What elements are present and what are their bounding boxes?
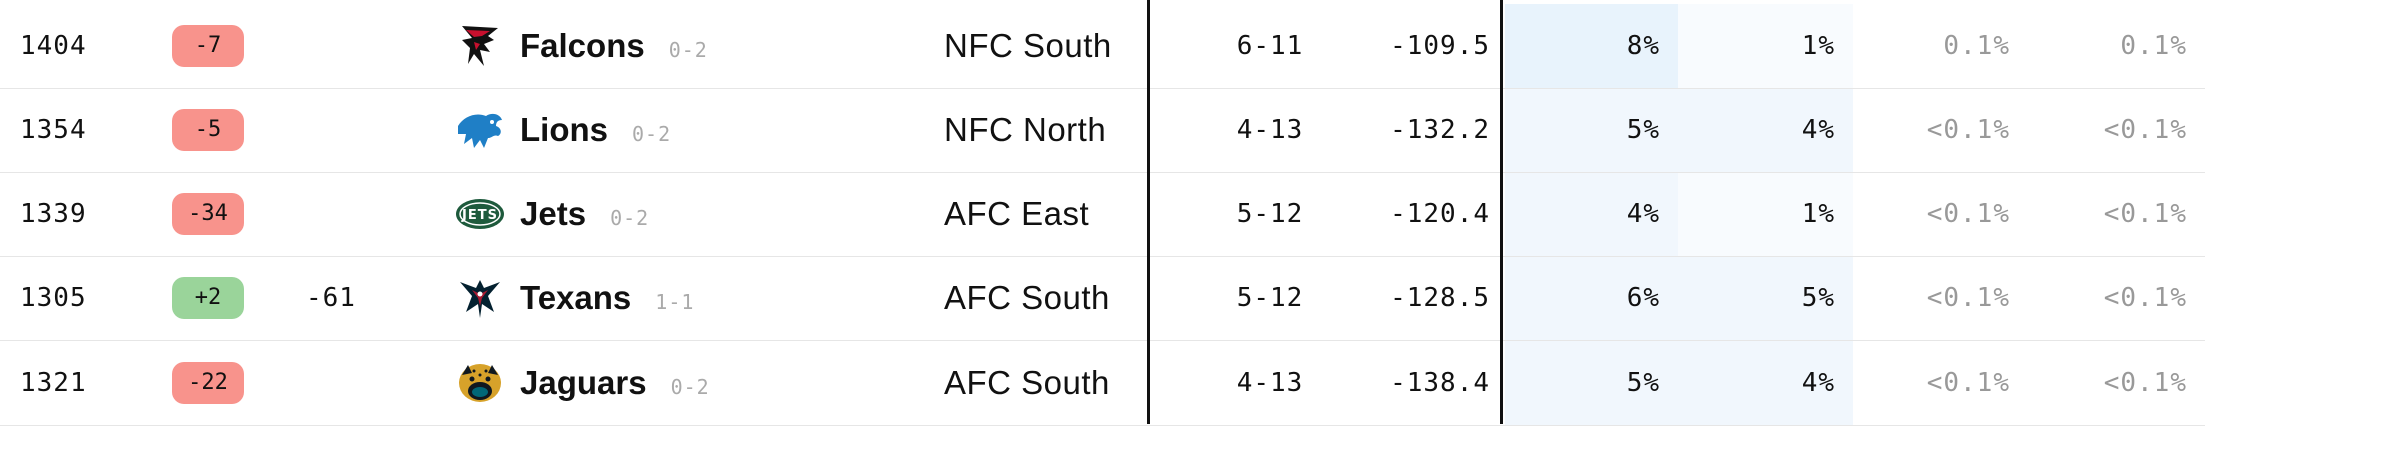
team-name: Falcons [520,27,645,64]
heat-cell [1505,172,1678,256]
team-name: Texans [520,279,632,316]
elo-change-cell: +2 [172,256,244,340]
heat-cell [1505,4,1678,88]
elo-change-badge: -34 [172,193,244,235]
table-row: 1305 +2 -61 Texans 1-1 AFC South 5-12 -128.5 6% 5… [0,256,2205,341]
heat-cell [1678,172,1853,256]
division: AFC East [944,195,1090,232]
division: AFC South [944,364,1110,401]
team-cell: Jaguars 0-2 [454,341,914,425]
elo-change-cell: -7 [172,4,244,88]
make-playoffs-chance: 6% [1626,283,1660,313]
win-superbowl-chance: <0.1% [2103,199,2187,229]
win-division-chance: 1% [1801,31,1835,61]
previous-change [306,4,396,88]
team-cell: Lions 0-2 [454,88,914,172]
make-playoffs-chance: 5% [1626,368,1660,398]
point-differential: -128.5 [1390,283,1490,313]
heat-cell [1505,341,1678,425]
elo-change-badge: -5 [172,109,244,151]
column-divider [1500,0,1503,424]
table-row: 1354 -5 Lions 0-2 NFC North 4-13 -132.2 5% 4% <0.… [0,88,2205,173]
projected-record: 6-11 [1236,31,1304,61]
elo-rating: 1404 [20,31,87,61]
team-record: 0-2 [670,375,710,399]
table-row: 1339 -34 Jets 0-2 AFC East 5-12 -120.4 4% 1% <0.1… [0,172,2205,257]
team-record: 1-1 [655,290,695,314]
team-cell: Falcons 0-2 [454,4,914,88]
heat-cell [1505,88,1678,172]
projected-record: 4-13 [1236,368,1304,398]
heat-cell [1678,341,1853,425]
win-superbowl-chance: <0.1% [2103,368,2187,398]
make-playoffs-chance: 4% [1626,199,1660,229]
elo-change-badge: -22 [172,362,244,404]
elo-change-cell: -5 [172,88,244,172]
texans-logo-icon [454,272,506,324]
jaguars-logo-icon [454,357,506,409]
division: NFC South [944,27,1112,64]
division: NFC North [944,111,1107,148]
standings-table: 1321 -22 Jaguars 0-2 AFC South 4-13 -138.4 5% 4%… [0,0,2205,426]
heat-cell [1505,256,1678,340]
team-name: Jets [520,195,587,232]
elo-change-cell: -22 [172,341,244,425]
table-row: 1404 -7 Falcons 0-2 NFC South 6-11 -109.5 8% 1% 0… [0,4,2205,89]
win-division-chance: 5% [1801,283,1835,313]
elo-change-badge: +2 [172,277,244,319]
elo-change-cell: -34 [172,172,244,256]
heat-cell [1678,256,1853,340]
previous-change [306,341,396,425]
win-division-chance: 1% [1801,199,1835,229]
lions-logo-icon [454,104,506,156]
win-superbowl-chance: <0.1% [2103,283,2187,313]
make-superbowl-chance: 0.1% [1943,31,2010,61]
make-playoffs-chance: 8% [1626,31,1660,61]
heat-cell [1678,4,1853,88]
division: AFC South [944,279,1110,316]
make-playoffs-chance: 5% [1626,115,1660,145]
previous-change: -61 [306,283,356,313]
make-superbowl-chance: <0.1% [1926,115,2010,145]
team-record: 0-2 [668,38,708,62]
falcons-logo-icon [454,20,506,72]
elo-rating: 1321 [20,368,87,398]
jets-logo-icon [454,188,506,240]
make-superbowl-chance: <0.1% [1926,283,2010,313]
projected-record: 4-13 [1236,115,1304,145]
previous-change [306,172,396,256]
make-superbowl-chance: <0.1% [1926,199,2010,229]
projected-record: 5-12 [1236,199,1304,229]
previous-change [306,88,396,172]
win-division-chance: 4% [1801,368,1835,398]
heat-cell [1678,88,1853,172]
point-differential: -120.4 [1390,199,1490,229]
win-superbowl-chance: <0.1% [2103,115,2187,145]
point-differential: -132.2 [1390,115,1490,145]
team-cell: Jets 0-2 [454,172,914,256]
point-differential: -109.5 [1390,31,1490,61]
elo-rating: 1354 [20,115,87,145]
team-cell: Texans 1-1 [454,256,914,340]
win-division-chance: 4% [1801,115,1835,145]
win-superbowl-chance: 0.1% [2120,31,2187,61]
elo-rating: 1305 [20,283,87,313]
make-superbowl-chance: <0.1% [1926,368,2010,398]
team-name: Jaguars [520,364,647,401]
point-differential: -138.4 [1390,368,1490,398]
team-name: Lions [520,111,608,148]
column-divider [1147,0,1150,424]
projected-record: 5-12 [1236,283,1304,313]
table-row: 1321 -22 Jaguars 0-2 AFC South 4-13 -138.4 5% 4%… [0,340,2205,426]
team-record: 0-2 [632,122,672,146]
elo-change-badge: -7 [172,25,244,67]
elo-rating: 1339 [20,199,87,229]
team-record: 0-2 [610,206,650,230]
